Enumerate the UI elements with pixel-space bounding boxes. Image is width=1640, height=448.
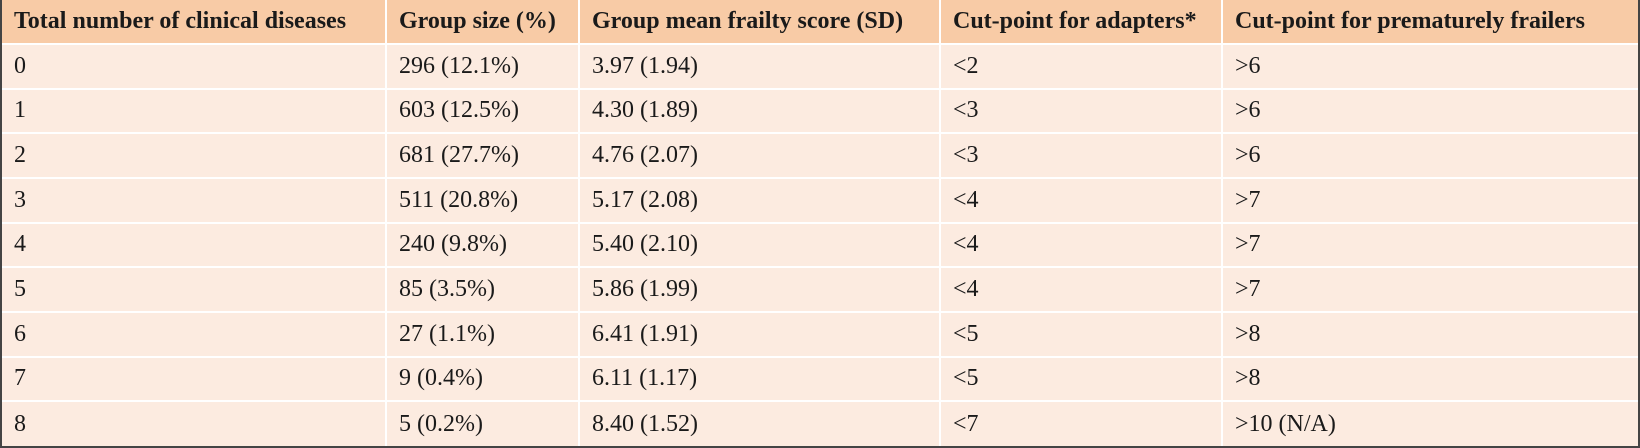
header-mean-frailty-score: Group mean frailty score (SD): [579, 0, 941, 44]
cell-cut-point-adapters: <5: [940, 311, 1223, 357]
cell-cut-point-prematurely-frailers: >10 (N/A): [1235, 410, 1336, 437]
table-row: 3 511 (20.8%) 5.17 (2.08) <4 >7: [2, 177, 1638, 223]
header-group-size: Group size (%): [386, 0, 580, 44]
cell-cut-point-adapters: <4: [940, 177, 1223, 223]
header-cut-point-adapters: Cut-point for adapters*: [940, 0, 1223, 44]
cell-clinical-diseases: 0: [2, 44, 387, 89]
cell-cut-point-prematurely-frailers: >7: [1235, 186, 1261, 213]
cell-cut-point-adapters: <5: [940, 356, 1223, 402]
cell-cut-point-prematurely-frailers: >6: [1235, 142, 1261, 169]
cell-cut-point-prematurely-frailers: >8: [1235, 365, 1261, 392]
cell-group-size: 85 (3.5%): [386, 267, 580, 312]
cell-clinical-diseases: 1: [2, 88, 387, 134]
cell-cut-point-adapters: <3: [940, 133, 1223, 178]
cell-mean-frailty-score: 5.86 (1.99): [579, 267, 941, 312]
cell-mean-frailty-score: 4.76 (2.07): [579, 133, 941, 178]
cell-group-size: 511 (20.8%): [386, 177, 580, 223]
cell-clinical-diseases: 5: [2, 267, 387, 312]
cell-clinical-diseases: 2: [2, 133, 387, 178]
cell-cut-point-prematurely-frailers: >6: [1235, 97, 1261, 124]
cell-cut-point-adapters: <4: [940, 222, 1223, 268]
cell-cut-point-prematurely-frailers: >6: [1235, 52, 1261, 79]
cell-cut-point-adapters: <7: [940, 401, 1223, 446]
table-header-row: Total number of clinical diseases Group …: [2, 0, 1638, 44]
header-clinical-diseases: Total number of clinical diseases: [2, 0, 387, 44]
cell-mean-frailty-score: 3.97 (1.94): [579, 44, 941, 89]
cell-mean-frailty-score: 4.30 (1.89): [579, 88, 941, 134]
cell-group-size: 240 (9.8%): [386, 222, 580, 268]
header-cut-point-prematurely-frailers: Cut-point for prematurely frailers: [1235, 8, 1585, 34]
cell-mean-frailty-score: 8.40 (1.52): [579, 401, 941, 446]
table-row: 7 9 (0.4%) 6.11 (1.17) <5 >8: [2, 356, 1638, 402]
cell-mean-frailty-score: 5.40 (2.10): [579, 222, 941, 268]
cell-clinical-diseases: 7: [2, 356, 387, 402]
cell-group-size: 27 (1.1%): [386, 311, 580, 357]
cell-mean-frailty-score: 6.41 (1.91): [579, 311, 941, 357]
cell-mean-frailty-score: 6.11 (1.17): [579, 356, 941, 402]
cell-cut-point-prematurely-frailers: >7: [1235, 231, 1261, 258]
cell-mean-frailty-score: 5.17 (2.08): [579, 177, 941, 223]
cell-cut-point-adapters: <2: [940, 44, 1223, 89]
cell-group-size: 681 (27.7%): [386, 133, 580, 178]
cell-cut-point-adapters: <3: [940, 88, 1223, 134]
cell-cut-point-adapters: <4: [940, 267, 1223, 312]
cell-group-size: 9 (0.4%): [386, 356, 580, 402]
cell-group-size: 603 (12.5%): [386, 88, 580, 134]
cell-group-size: 5 (0.2%): [386, 401, 580, 446]
cell-cut-point-prematurely-frailers: >8: [1235, 320, 1261, 347]
cell-cut-point-prematurely-frailers: >7: [1235, 276, 1261, 303]
table-row: 5 85 (3.5%) 5.86 (1.99) <4 >7: [2, 267, 1638, 312]
table-row: 2 681 (27.7%) 4.76 (2.07) <3 >6: [2, 133, 1638, 178]
cell-group-size: 296 (12.1%): [386, 44, 580, 89]
table-row: 8 5 (0.2%) 8.40 (1.52) <7 >10 (N/A): [2, 401, 1638, 446]
cell-clinical-diseases: 8: [2, 401, 387, 446]
table-row: 6 27 (1.1%) 6.41 (1.91) <5 >8: [2, 311, 1638, 357]
table-row: 0 296 (12.1%) 3.97 (1.94) <2 >6: [2, 44, 1638, 89]
cell-clinical-diseases: 3: [2, 177, 387, 223]
table-row: 1 603 (12.5%) 4.30 (1.89) <3 >6: [2, 88, 1638, 134]
cell-clinical-diseases: 6: [2, 311, 387, 357]
table-row: 4 240 (9.8%) 5.40 (2.10) <4 >7: [2, 222, 1638, 268]
cell-clinical-diseases: 4: [2, 222, 387, 268]
